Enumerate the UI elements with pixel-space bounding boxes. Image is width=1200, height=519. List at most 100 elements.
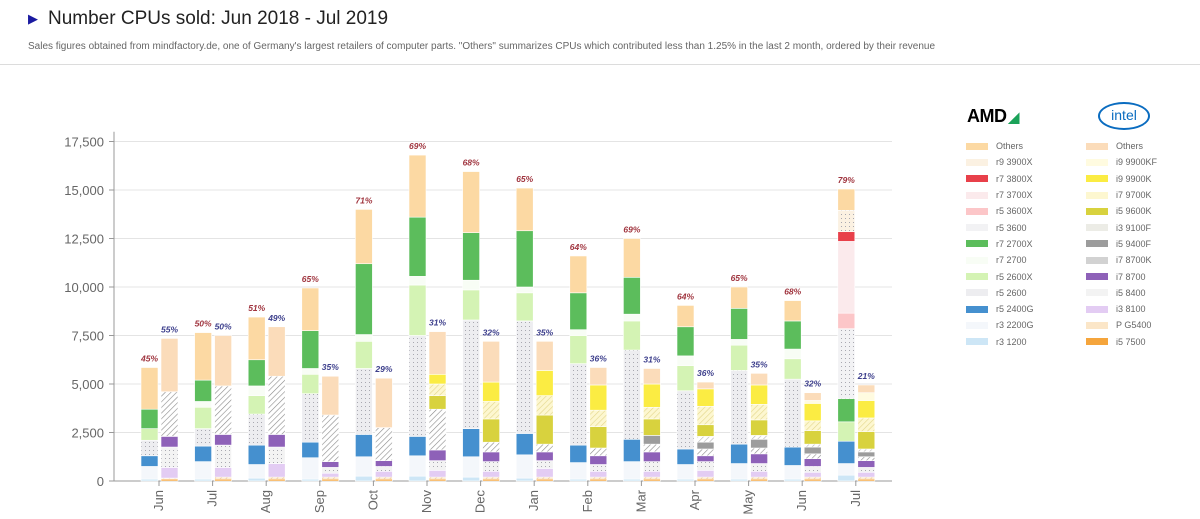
legend-swatch xyxy=(966,158,988,166)
intel-bar-segment-intel-others xyxy=(267,326,286,377)
legend-swatch xyxy=(1086,191,1108,199)
amd-bar-segment-amd-others xyxy=(301,287,320,331)
legend-item-intel-i3-9100f: i3 9100F xyxy=(1086,219,1157,235)
amd-bar-segment-amd-others xyxy=(408,154,427,218)
intel-bar-segment-i9-9900k xyxy=(482,381,500,402)
intel-share-label: 36% xyxy=(697,368,714,378)
x-tick-label: Sep xyxy=(312,490,327,513)
intel-bar-segment-i3-8100 xyxy=(803,471,822,478)
intel-bar-segment-intel-others xyxy=(428,331,447,375)
legend-item-intel-i5-9400f: i5 9400F xyxy=(1086,236,1157,252)
amd-bar-segment-r5-2600 xyxy=(676,390,695,450)
intel-bar-segment-i7-8700k xyxy=(643,443,661,453)
intel-bar-segment-i9-9900k xyxy=(696,388,715,407)
intel-bar-segment-i7-8700 xyxy=(589,455,608,465)
amd-bar-segment-r5-3600x xyxy=(837,312,856,330)
amd-bar-segment-r5-2600x xyxy=(515,292,534,322)
amd-bar-segment-r5-2400g xyxy=(301,441,320,459)
x-tick-label: Jun xyxy=(794,490,809,511)
intel-bar-segment-i9-9900k xyxy=(857,400,876,419)
x-tick-label: May xyxy=(741,490,756,515)
intel-bar-segment-i5-8400 xyxy=(857,467,876,473)
legend-item-intel-i7-8700: i7 8700 xyxy=(1086,268,1157,284)
amd-bar-segment-r3-2200g xyxy=(247,464,266,479)
intel-bar-segment-i5-9600k xyxy=(750,419,768,436)
intel-bar-segment-i7-8700k xyxy=(857,456,876,461)
intel-bar-segment-i7-9700k xyxy=(803,420,822,431)
y-tick-label: 10,000 xyxy=(64,280,104,295)
intel-bar-segment-i3-8100 xyxy=(857,471,876,478)
amd-bar-segment-r7-2700 xyxy=(301,368,320,375)
amd-bar-segment-r5-2400g xyxy=(355,434,373,458)
amd-bar-segment-r5-2600x xyxy=(462,289,480,321)
amd-share-label: 65% xyxy=(516,174,533,184)
amd-bar-segment-r7-2700 xyxy=(194,401,212,408)
legend-swatch xyxy=(966,273,988,281)
intel-bar-segment-i3-9100f xyxy=(696,436,715,443)
intel-bar-segment-i5-9600k xyxy=(482,418,500,443)
amd-share-label: 65% xyxy=(731,273,748,283)
legend-item-intel-i9-9900kf: i9 9900KF xyxy=(1086,154,1157,170)
intel-share-label: 35% xyxy=(751,359,768,369)
legend-swatch xyxy=(1086,338,1108,346)
legend-label: r5 3600 xyxy=(996,222,1027,233)
amd-share-label: 65% xyxy=(302,274,319,284)
intel-bar-segment-i7-8700 xyxy=(482,451,500,462)
legend-item-intel-i7-9700k: i7 9700K xyxy=(1086,187,1157,203)
amd-share-label: 64% xyxy=(677,291,694,301)
intel-bar-segment-i5-9400f xyxy=(750,438,768,449)
legend-item-amd-r9-3900x: r9 3900X xyxy=(966,154,1034,170)
intel-bar-segment-i3-8100 xyxy=(321,472,340,478)
intel-bar-segment-i5-9600k xyxy=(857,431,876,450)
x-tick-label: Jun xyxy=(151,490,166,511)
intel-bar-segment-i5-8400 xyxy=(535,460,554,469)
legend-swatch xyxy=(966,191,988,199)
amd-bar-segment-r5-2600x xyxy=(676,365,695,392)
intel-bar-segment-i5-9400f xyxy=(857,451,876,458)
intel-bar-segment-i7-9700k xyxy=(482,401,500,420)
amd-bar-segment-r5-2600 xyxy=(247,413,266,446)
intel-bar-segment-intel-others xyxy=(535,341,554,371)
amd-bar-segment-r7-2700x xyxy=(194,379,212,402)
amd-share-label: 79% xyxy=(838,175,855,185)
intel-bar-segment-i7-9700k xyxy=(750,404,768,421)
amd-bar-segment-r3-2200g xyxy=(194,461,212,480)
intel-share-label: 36% xyxy=(590,354,607,364)
amd-arrow-icon: ◢ xyxy=(1008,109,1020,125)
amd-bar-segment-amd-others xyxy=(194,332,212,381)
legend-item-intel-i9-9900k: i9 9900K xyxy=(1086,171,1157,187)
amd-bar-segment-r5-2600 xyxy=(194,428,212,447)
amd-bar-segment-r3-2200g xyxy=(730,463,748,480)
intel-bar-segment-intel-others xyxy=(857,384,876,394)
amd-bar-segment-r5-2400g xyxy=(783,446,802,466)
legend-item-intel-i5-7500: i5 7500 xyxy=(1086,334,1157,350)
y-tick-label: 5,000 xyxy=(71,377,104,392)
intel-bar-segment-i5-9400f xyxy=(696,441,715,450)
intel-share-label: 21% xyxy=(857,371,875,381)
intel-bar-segment-i3-8100 xyxy=(696,470,715,478)
legend-swatch xyxy=(966,321,988,329)
intel-bar-segment-i7-9700k xyxy=(857,417,876,432)
legend-swatch xyxy=(1086,207,1108,215)
intel-bar-segment-i5-8400 xyxy=(428,460,447,471)
legend-label: i5 9400F xyxy=(1116,238,1152,249)
amd-bar-segment-r3-2200g xyxy=(569,462,588,480)
amd-bar-segment-amd-others xyxy=(837,188,856,211)
legend-item-amd-r5-2600: r5 2600 xyxy=(966,285,1034,301)
amd-bar-segment-r7-2700x xyxy=(515,230,534,288)
amd-bar-segment-r7-2700 xyxy=(783,348,802,360)
x-tick-label: Mar xyxy=(633,489,648,512)
amd-bar-segment-r7-2700x xyxy=(408,216,427,277)
legend-label: Others xyxy=(996,141,1024,152)
amd-bar-segment-r7-2700 xyxy=(247,385,266,396)
amd-bar-segment-amd-others xyxy=(355,209,373,265)
x-tick-label: Jul xyxy=(205,490,220,507)
amd-bar-segment-r7-2700 xyxy=(515,286,534,294)
amd-bar-segment-r7-2700x xyxy=(569,292,588,330)
x-tick-label: Apr xyxy=(687,489,702,510)
amd-bar-segment-r7-2700x xyxy=(355,263,373,335)
stacked-bar-chart: 0 2,500 5,000 7,500 10,000 12,500 15,000 17,500… xyxy=(64,131,892,515)
intel-bar-segment-i5-8400 xyxy=(375,466,393,472)
legend-item-intel-p-g5400: P G5400 xyxy=(1086,317,1157,333)
intel-bar-segment-i3-8100 xyxy=(750,470,768,478)
